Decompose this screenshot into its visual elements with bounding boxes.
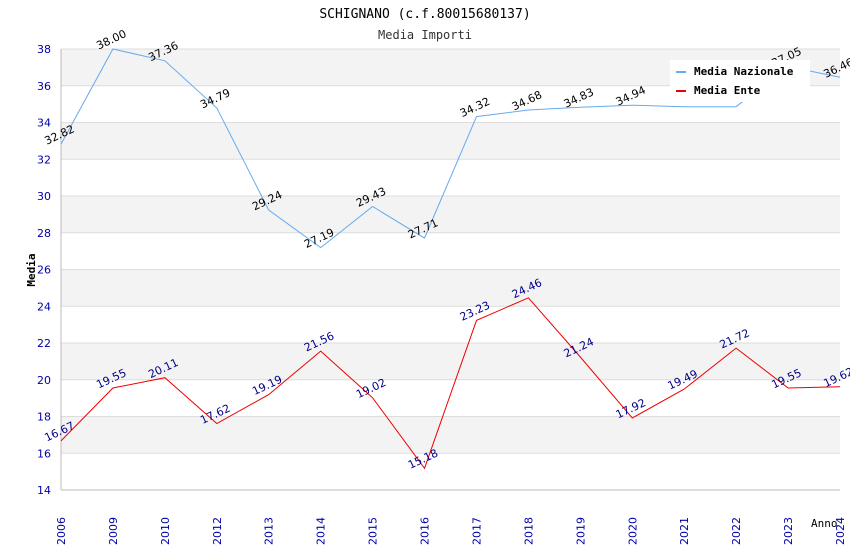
legend-label-nazionale: Media Nazionale (694, 65, 794, 78)
legend: Media Nazionale Media Ente (670, 60, 810, 102)
grid-bands (61, 48, 840, 491)
y-tick-label: 32 (37, 153, 51, 166)
grid-band (61, 306, 840, 343)
grid-band (61, 379, 840, 417)
y-tick-label: 24 (37, 300, 51, 313)
x-axis-label: Anno (811, 517, 838, 530)
y-tick-label: 26 (37, 264, 51, 277)
x-tick-label: 2017 (470, 517, 483, 545)
x-tick-label: 2009 (107, 517, 120, 545)
x-tick-label: 2015 (367, 517, 380, 545)
x-tick-label: 2016 (419, 517, 432, 545)
x-tick-label: 2013 (263, 517, 276, 545)
legend-label-ente: Media Ente (694, 84, 761, 97)
y-tick-label: 18 (37, 411, 51, 424)
grid-band (61, 416, 840, 454)
x-tick-labels: 2006 2009 2010 2012 2013 2014 2015 2016 2017 2018… (55, 517, 847, 545)
x-tick-label: 2012 (211, 517, 224, 545)
x-tick-label: 2024 (834, 517, 847, 545)
x-tick-label: 2010 (159, 517, 172, 545)
grid-band (61, 232, 840, 270)
y-axis-label: Media (25, 253, 38, 286)
y-tick-label: 30 (37, 190, 51, 203)
y-tick-label: 16 (37, 447, 51, 460)
chart-subtitle: Media Importi (378, 28, 472, 42)
y-tick-label: 38 (37, 43, 51, 56)
x-tick-label: 2021 (678, 517, 691, 545)
grid-band (61, 269, 840, 307)
axes (60, 49, 840, 491)
series-line-nazionale (60, 48, 841, 249)
x-tick-label: 2020 (626, 517, 639, 545)
grid-band (61, 196, 840, 233)
x-tick-label: 2022 (730, 517, 743, 545)
y-tick-labels: 14 16 18 20 22 24 26 28 30 32 34 36 38 (37, 43, 51, 497)
y-tick-label: 28 (37, 227, 51, 240)
series-line-ente (60, 297, 841, 470)
grid-band (61, 343, 840, 380)
y-tick-label: 20 (37, 374, 51, 387)
chart-title: SCHIGNANO (c.f.80015680137) (319, 7, 530, 22)
series-lines (60, 48, 841, 470)
y-tick-label: 36 (37, 80, 51, 93)
x-tick-label: 2006 (55, 517, 68, 545)
legend-box (670, 60, 810, 102)
grid-band (61, 122, 840, 160)
y-tick-label: 34 (37, 117, 51, 130)
x-tick-label: 2018 (522, 517, 535, 545)
y-tick-label: 14 (37, 484, 51, 497)
y-tick-label: 22 (37, 337, 51, 350)
grid-band (61, 453, 840, 490)
x-tick-label: 2014 (315, 517, 328, 545)
x-tick-label: 2023 (782, 517, 795, 545)
x-tick-label: 2019 (574, 517, 587, 545)
